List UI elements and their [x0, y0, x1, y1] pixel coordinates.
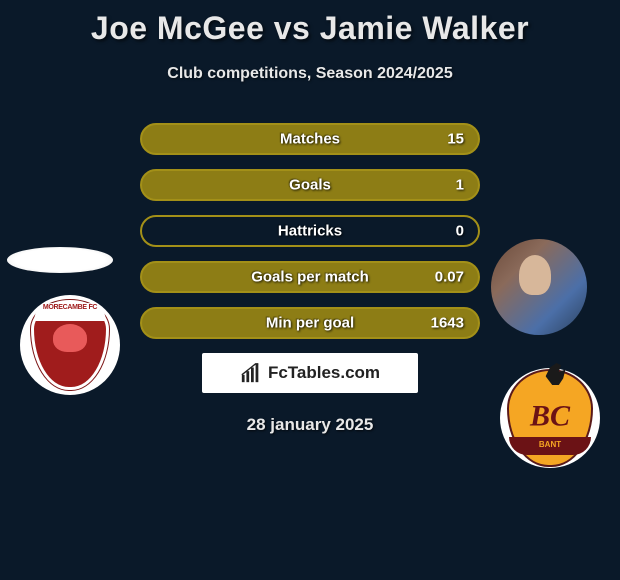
- player2-avatar: [491, 239, 587, 335]
- stat-value-right: 0: [456, 223, 464, 240]
- bar-chart-icon: [240, 362, 262, 384]
- subtitle: Club competitions, Season 2024/2025: [0, 65, 620, 83]
- morecambe-crest-icon: MORECAMBE FC: [31, 300, 109, 390]
- stat-value-right: 1643: [431, 315, 464, 332]
- brand-text: FcTables.com: [268, 363, 380, 383]
- stat-value-right: 0.07: [435, 269, 464, 286]
- page-title: Joe McGee vs Jamie Walker: [0, 0, 620, 47]
- crest2-band: BANT: [509, 437, 591, 455]
- stat-row: Min per goal 1643: [140, 307, 480, 339]
- bradford-crest-icon: BANT: [509, 371, 591, 465]
- brand-panel: FcTables.com: [202, 353, 418, 393]
- stat-label: Goals per match: [251, 269, 369, 286]
- stat-row: Goals per match 0.07: [140, 261, 480, 293]
- stat-row: Matches 15: [140, 123, 480, 155]
- stat-value-right: 1: [456, 177, 464, 194]
- player1-avatar: [7, 247, 113, 273]
- player1-club-crest: MORECAMBE FC: [20, 295, 120, 395]
- crest1-text: MORECAMBE FC: [31, 304, 109, 311]
- stat-row: Goals 1: [140, 169, 480, 201]
- stat-label: Min per goal: [266, 315, 354, 332]
- stat-label: Matches: [280, 131, 340, 148]
- player2-club-crest: BANT: [500, 368, 600, 468]
- stats-area: MORECAMBE FC BANT Matches15Goals1Hattric…: [0, 123, 620, 435]
- stat-label: Hattricks: [278, 223, 342, 240]
- stat-row: Hattricks 0: [140, 215, 480, 247]
- stat-value-right: 15: [447, 131, 464, 148]
- stat-label: Goals: [289, 177, 331, 194]
